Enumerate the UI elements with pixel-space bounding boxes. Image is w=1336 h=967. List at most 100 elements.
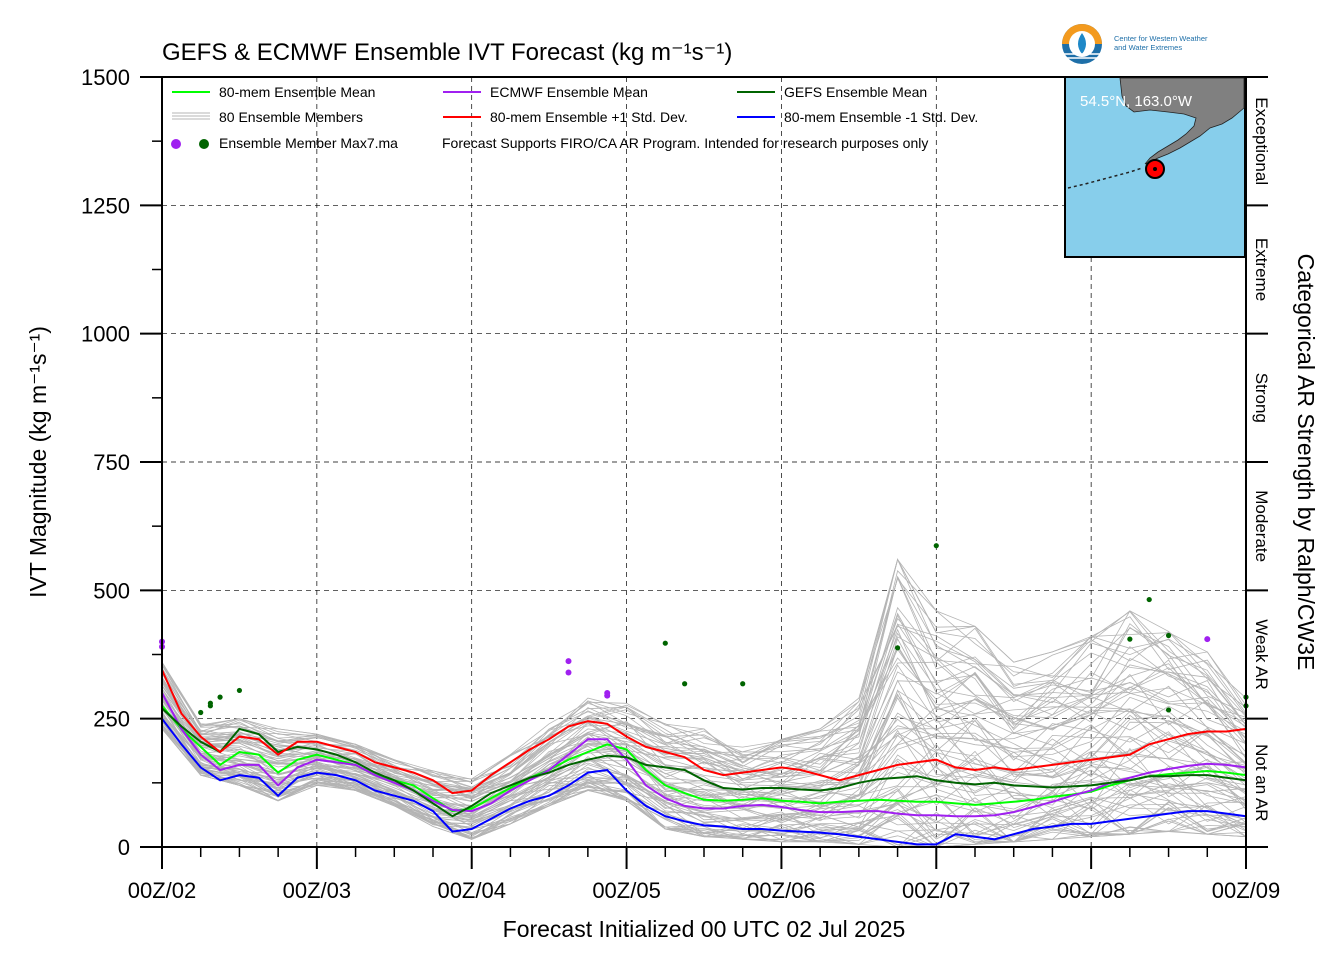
ensemble-member-line [161,707,1247,821]
max-marker [217,694,223,700]
ensemble-member-line [161,617,1247,782]
ensemble-member-line [161,704,1247,807]
category-label: Weak AR [1252,619,1271,690]
plus-sd-line [161,669,1247,795]
ecmwf-mean-line [161,692,1247,818]
inset-map: 54.5°N, 163.0°W [1064,76,1246,258]
x-tick-label: 00Z/08 [1057,878,1126,903]
y-tick-label: 500 [93,578,130,603]
ensemble-member-line [161,716,1247,848]
category-label: Moderate [1252,490,1271,562]
max-marker [1146,596,1152,603]
legend-ecmwf-label: ECMWF Ensemble Mean [490,84,648,100]
ensemble-member-line [161,715,1247,840]
axis-ticks: 0 250 500 750 1000 1250 1500 00Z/02 00Z/03 00Z/04… [81,65,1280,903]
category-label: Not an AR [1252,744,1271,822]
location-marker-center [1153,167,1157,171]
x-axis-label: Forecast Initialized 00 UTC 02 Jul 2025 [503,916,906,942]
legend-max-ecmwf-dot [171,139,181,149]
ensemble-member-line [161,705,1247,828]
ensemble-mean-line [161,705,1247,813]
cw3e-logo: Center for Western Weather and Water Ext… [1062,24,1208,64]
ensemble-member-line [161,693,1247,815]
max-marker [933,543,939,549]
ensemble-member-line [161,558,1247,783]
max-marker [207,703,213,709]
max-marker [1165,632,1172,639]
ensemble-member-line [161,697,1247,820]
category-label: Exceptional [1252,97,1271,185]
ensemble-member-line [161,679,1247,808]
legend-mean-label: 80-mem Ensemble Mean [219,84,375,100]
ensemble-member-line [161,575,1247,790]
max-markers [159,543,1249,716]
x-tick-label: 00Z/03 [283,878,352,903]
series-lines [161,669,1247,846]
gefs-mean-line [161,707,1247,818]
chart-title: GEFS & ECMWF Ensemble IVT Forecast (kg m… [162,39,732,66]
ensemble-members [161,558,1247,848]
max-marker [1204,636,1211,643]
max-marker [1127,636,1133,642]
max-marker [894,645,901,651]
y-axis-label: IVT Magnitude (kg m⁻¹s⁻¹) [25,326,51,598]
legend-max-gefs-dot [199,139,209,149]
legend-gefs-label: GEFS Ensemble Mean [784,84,927,100]
x-tick-label: 00Z/06 [747,878,816,903]
inset-coordinates: 54.5°N, 163.0°W [1080,93,1193,110]
ensemble-member-line [161,721,1247,836]
ensemble-member-line [161,705,1247,827]
category-label: Extreme [1252,238,1271,301]
minus-sd-line [161,718,1247,846]
inset-island-chain [1067,167,1143,189]
x-tick-label: 00Z/05 [592,878,661,903]
legend-members-label: 80 Ensemble Members [219,109,363,125]
y-tick-label: 1250 [81,193,130,218]
ensemble-member-line [161,702,1247,824]
x-tick-label: 00Z/09 [1212,878,1281,903]
x-tick-label: 00Z/02 [128,878,197,903]
ensemble-member-line [161,646,1247,794]
logo-org-line2: and Water Extremes [1114,43,1182,52]
x-tick-label: 00Z/07 [902,878,971,903]
max-marker [565,658,572,665]
max-marker [740,681,746,687]
max-marker [236,687,243,694]
y-tick-label: 1500 [81,65,130,90]
legend-note: Forecast Supports FIRO/CA AR Program. In… [442,135,928,151]
ar-categories: Not an AR Weak AR Moderate Strong Extreme Exc… [1246,76,1271,848]
y-tick-label: 750 [93,450,130,475]
y-tick-label: 1000 [81,322,130,347]
y-tick-label: 250 [93,707,130,732]
ensemble-member-line [161,698,1247,817]
logo-org-line1: Center for Western Weather [1114,34,1208,43]
water-drop-icon [1078,33,1086,54]
ensemble-member-line [161,558,1247,780]
ensemble-member-line [161,623,1247,798]
right-axis-label: Categorical AR Strength by Ralph/CW3E [1293,254,1319,671]
max-marker [565,669,572,676]
category-label: Strong [1252,373,1271,423]
inset-land [1119,77,1245,165]
ensemble-member-line [161,715,1247,825]
ensemble-member-line [161,690,1247,816]
ensemble-member-line [161,612,1247,791]
ensemble-member-line [161,700,1247,810]
legend-max-label: Ensemble Member Max7.ma [219,135,398,151]
ensemble-member-line [161,724,1247,846]
max-marker [682,681,688,687]
legend-minus-sd-label: 80-mem Ensemble -1 Std. Dev. [784,109,978,125]
max-marker [662,640,668,646]
max-marker [604,692,611,699]
y-tick-label: 0 [118,835,130,860]
legend-plus-sd-label: 80-mem Ensemble +1 Std. Dev. [490,109,688,125]
x-tick-label: 00Z/04 [437,878,506,903]
ensemble-member-line [161,726,1247,843]
ensemble-member-line [161,558,1247,783]
ensemble-member-line [161,648,1247,792]
legend: 80-mem Ensemble Mean 80 Ensemble Members… [171,84,978,151]
max-marker [1165,707,1172,713]
max-marker [198,709,204,716]
